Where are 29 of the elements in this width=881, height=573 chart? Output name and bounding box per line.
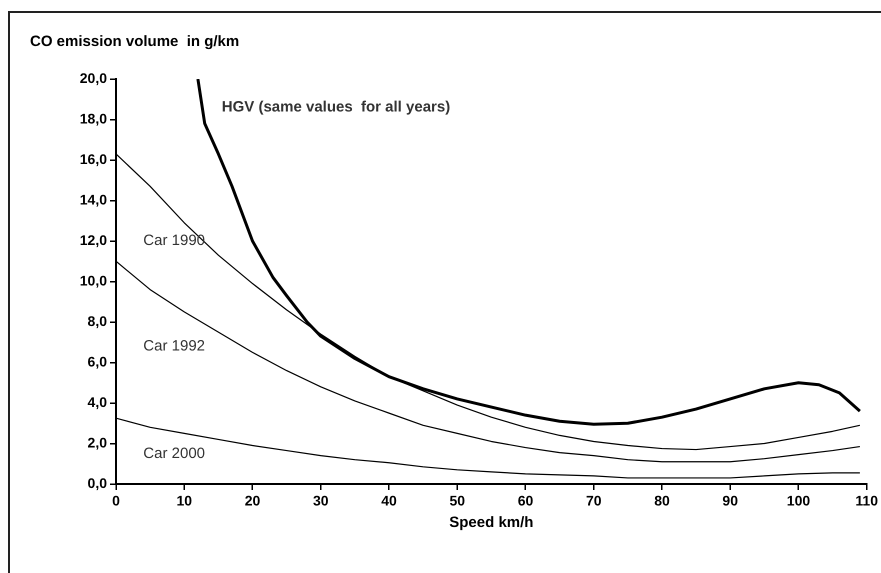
x-tick-label: 10 [176,492,192,508]
y-tick-label: 8,0 [88,312,108,329]
y-tick-label: 18,0 [80,110,108,126]
y-tick-label: 14,0 [80,191,108,208]
x-tick-label: 40 [381,492,397,508]
series-label: HGV (same values for all years) [222,98,450,116]
series-label: Car 1990 [143,232,206,250]
x-tick-label: 20 [244,492,260,508]
x-tick-label: 0 [112,492,120,508]
series-label: Car 1992 [143,337,206,354]
y-tick-label: 10,0 [80,272,108,288]
y-tick-label: 16,0 [80,150,108,167]
x-axis-title: Speed km/h [449,514,534,532]
x-tick-label: 80 [654,492,670,508]
y-tick-label: 20,0 [80,70,108,86]
y-tick-label: 0,0 [88,474,108,491]
x-tick-label: 90 [722,492,738,508]
y-tick-label: 4,0 [88,394,108,410]
y-tick-label: 6,0 [88,353,108,370]
series-label: Car 2000 [143,444,206,462]
x-tick-label: 110 [855,492,878,508]
y-axis-title: CO emission volume in g/km [30,33,240,50]
x-tick-label: 70 [586,492,602,508]
y-tick-label: 2,0 [88,434,108,450]
x-tick-label: 30 [312,492,329,508]
y-tick-label: 12,0 [80,232,108,248]
x-tick-label: 50 [449,492,466,508]
x-tick-label: 60 [518,492,534,508]
x-tick-label: 100 [786,492,810,508]
